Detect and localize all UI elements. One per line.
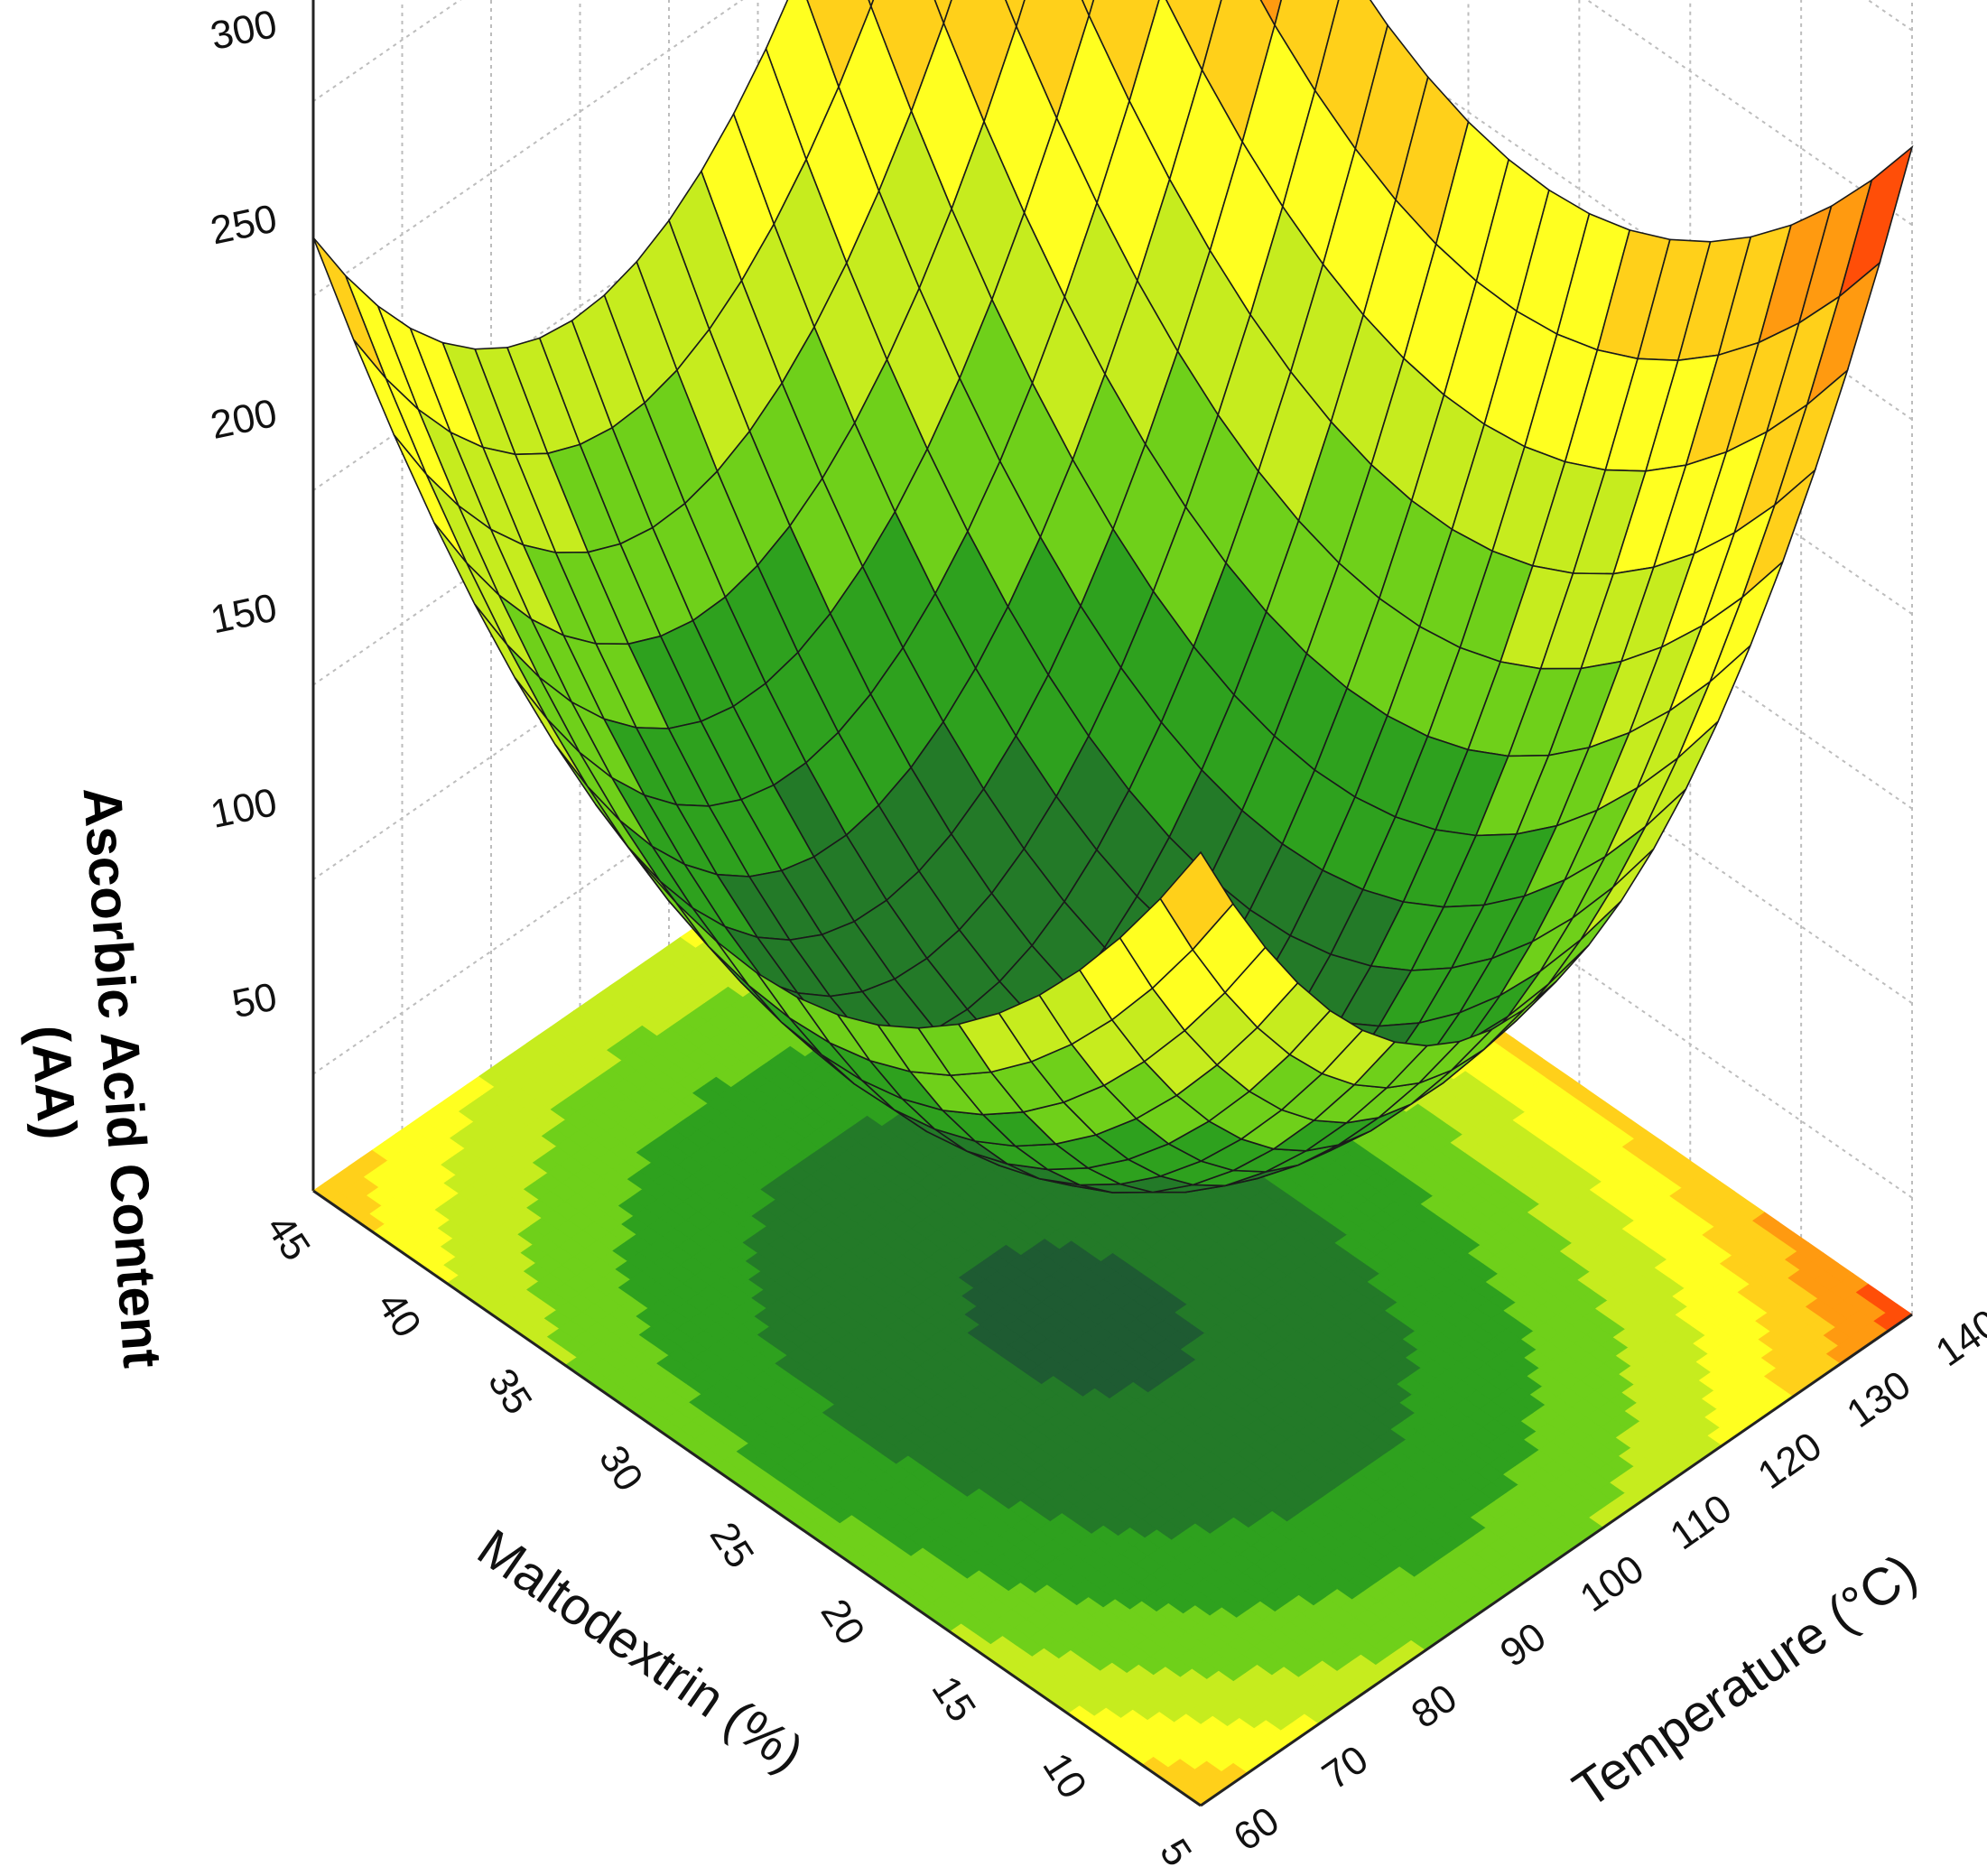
z-axis-title-text: Ascorbic Acid Content(AA) xyxy=(4,785,173,1375)
wall-grid-line xyxy=(312,0,744,297)
x-tick-label: 45 xyxy=(257,1207,319,1268)
wall-grid-line xyxy=(1585,0,1913,227)
surface-cell xyxy=(933,0,952,26)
z-tick-label: 300 xyxy=(207,2,281,59)
x-tick-label: 15 xyxy=(924,1668,985,1730)
y-tick-label: 140 xyxy=(1928,1301,1987,1375)
z-tick-label: 200 xyxy=(207,391,281,448)
x-tick-label: 20 xyxy=(812,1592,874,1653)
z-tick-label: 50 xyxy=(228,974,281,1026)
x-tick-label: 25 xyxy=(701,1515,763,1576)
x-tick-label: 40 xyxy=(368,1284,430,1345)
surface-cell xyxy=(1081,0,1095,18)
z-tick-label: 250 xyxy=(207,196,281,253)
z-axis-title-line: Ascorbic Acid Content xyxy=(72,785,173,1370)
y-tick-label: 110 xyxy=(1662,1486,1740,1558)
y-tick-label: 130 xyxy=(1839,1362,1918,1436)
y-tick-label: 90 xyxy=(1492,1614,1554,1676)
x-tick-label: 5 xyxy=(1151,1831,1200,1873)
y-tick-label: 70 xyxy=(1314,1737,1376,1798)
y-tick-label: 120 xyxy=(1750,1424,1830,1498)
y-tick-label: 80 xyxy=(1404,1676,1465,1737)
response-surface xyxy=(312,0,1914,1193)
x-tick-label: 10 xyxy=(1034,1745,1095,1806)
y-tick-label: 100 xyxy=(1573,1546,1652,1621)
x-tick-label: 35 xyxy=(479,1361,541,1422)
y-tick-label: 60 xyxy=(1226,1798,1287,1860)
z-tick-label: 100 xyxy=(207,780,281,837)
y-axis-line xyxy=(1200,1313,1913,1807)
z-tick-label: 150 xyxy=(207,585,281,642)
surface-cell xyxy=(1005,0,1026,29)
surface-cell xyxy=(1159,850,1234,952)
x-axis-title: Maltodextrin (%) xyxy=(468,1518,814,1784)
z-axis-title-line: (AA) xyxy=(20,1023,88,1141)
x-axis-line xyxy=(312,1189,1202,1807)
z-axis-title: Ascorbic Acid Content(AA) xyxy=(4,785,173,1375)
x-tick-label: 30 xyxy=(590,1438,652,1500)
